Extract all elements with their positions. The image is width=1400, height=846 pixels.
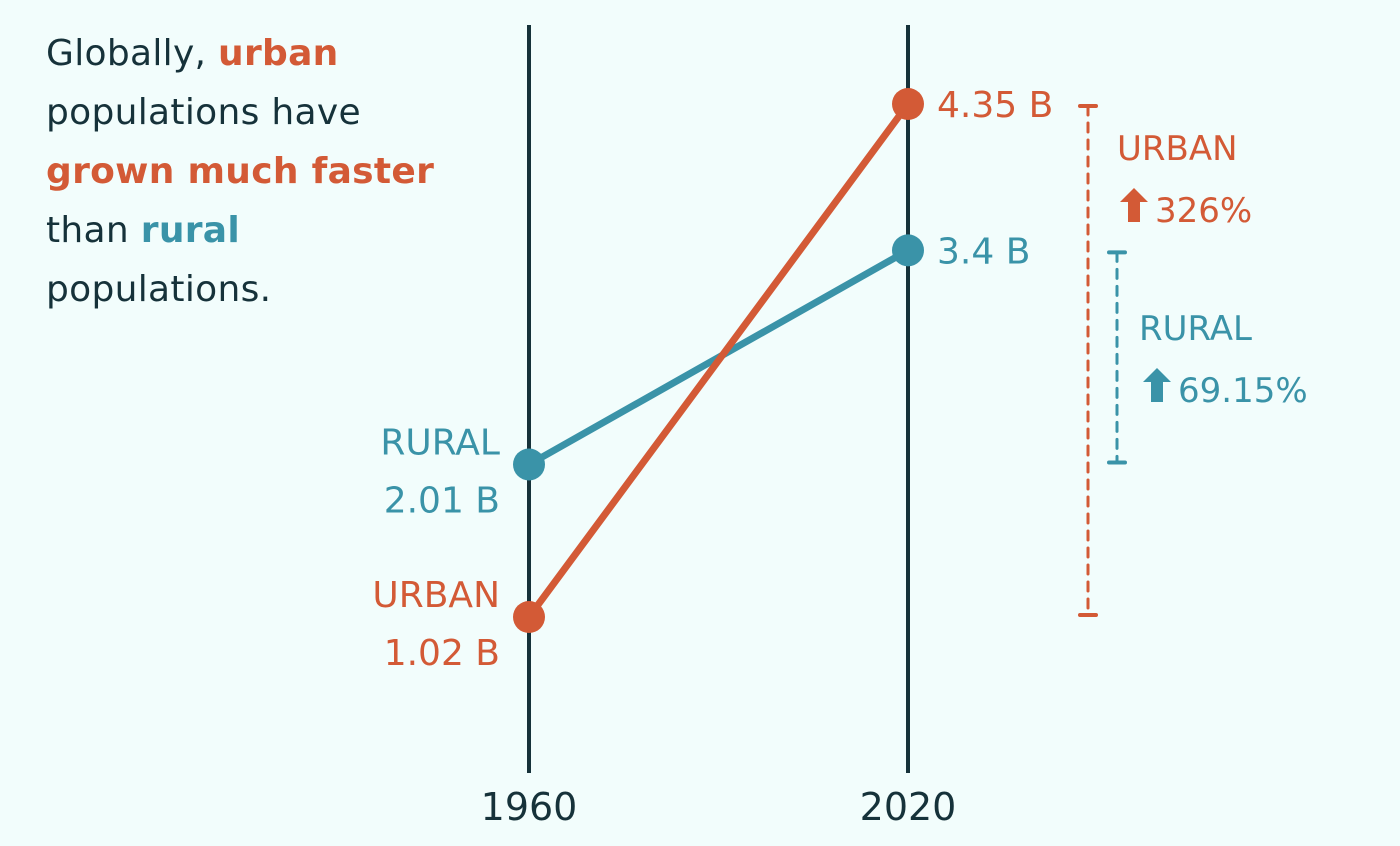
rural-series-name-left: RURAL <box>380 422 500 463</box>
rural-value-1960: 2.01 B <box>384 480 500 521</box>
urban-change-name: URBAN <box>1117 129 1238 169</box>
rural-point-1960 <box>513 448 545 481</box>
rural-point-2020 <box>892 234 924 267</box>
headline-text: populations have <box>46 92 361 133</box>
urban-value-2020: 4.35 B <box>937 85 1053 126</box>
urban-point-1960 <box>513 601 545 633</box>
rural-change-name: RURAL <box>1139 309 1252 349</box>
headline-text: than <box>46 210 141 251</box>
rural-change-percent: 69.15% <box>1178 371 1308 411</box>
rural-change-bracket <box>1107 250 1127 465</box>
x-tick-label-1960: 1960 <box>481 785 578 829</box>
urban-change-bracket <box>1078 104 1098 617</box>
urban-value-1960: 1.02 B <box>384 633 500 674</box>
up-arrow-icon <box>1120 188 1148 222</box>
headline-text: populations. <box>46 269 272 310</box>
headline-urban: urban <box>218 33 339 74</box>
headline: Globally, urban populations have grown m… <box>46 24 476 319</box>
headline-emphasis: grown much faster <box>46 151 435 192</box>
x-tick-label-2020: 2020 <box>860 785 957 829</box>
rural-value-2020: 3.4 B <box>937 231 1030 272</box>
urban-series-name-left: URBAN <box>372 575 500 616</box>
headline-rural: rural <box>140 210 241 251</box>
urban-point-2020 <box>892 88 924 120</box>
up-arrow-icon <box>1143 368 1171 402</box>
urban-change-percent: 326% <box>1155 191 1252 231</box>
headline-text: Globally, <box>46 33 219 74</box>
urban-series-line <box>525 100 912 621</box>
